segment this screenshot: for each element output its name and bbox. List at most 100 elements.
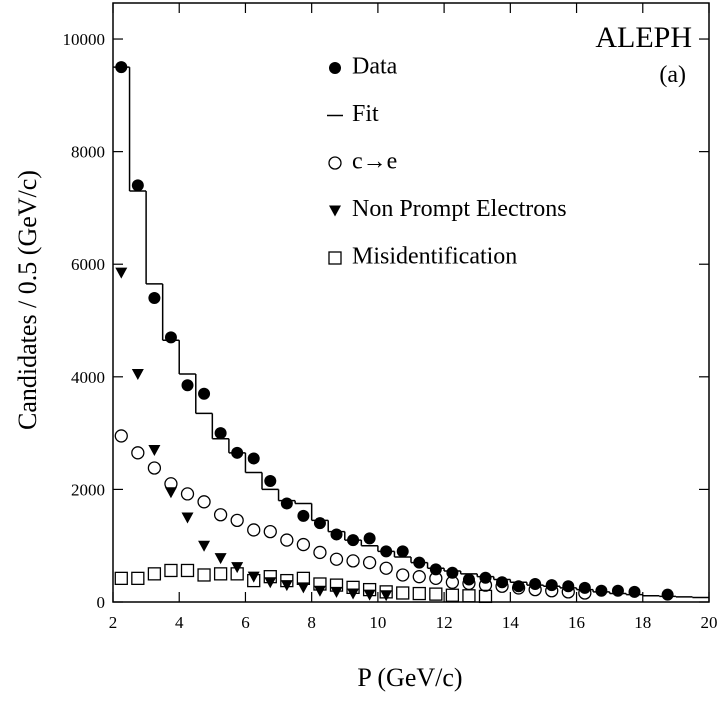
y-axis-label: Candidates / 0.5 (GeV/c): [13, 170, 42, 430]
data-point: [214, 553, 227, 565]
data-point: [330, 528, 343, 541]
y-tick-label: 8000: [71, 143, 105, 162]
data-point: [511, 581, 526, 595]
legend-label: Non Prompt Electrons: [352, 196, 567, 222]
x-axis-label: P (GeV/c): [357, 663, 462, 692]
data-point: [247, 523, 261, 537]
y-tick-label: 6000: [71, 255, 105, 274]
data-point: [661, 588, 674, 601]
data-point: [147, 567, 162, 581]
data-point: [479, 571, 492, 584]
data-point: [197, 495, 211, 509]
x-tick-label: 20: [701, 613, 718, 632]
x-tick-label: 8: [307, 613, 316, 632]
data-point: [263, 570, 277, 584]
data-point: [313, 577, 327, 591]
legend-marker: [328, 251, 342, 265]
legend-label: Fit: [352, 101, 379, 127]
data-point: [214, 427, 227, 440]
data-point: [578, 586, 592, 600]
data-point: [131, 179, 144, 192]
x-tick-label: 6: [241, 613, 250, 632]
data-point: [313, 545, 327, 560]
x-tick-label: 4: [175, 613, 184, 632]
data-point: [429, 571, 443, 586]
x-tick-label: 10: [369, 613, 386, 632]
data-point: [296, 537, 311, 552]
x-tick-label: 18: [634, 613, 651, 632]
data-point: [230, 513, 244, 528]
data-point: [180, 563, 195, 578]
data-point: [263, 524, 277, 539]
data-point: [164, 331, 177, 344]
data-point: [528, 582, 542, 597]
data-point: [495, 579, 509, 593]
data-point: [131, 446, 145, 460]
data-point: [346, 580, 360, 595]
data-point: [329, 552, 344, 566]
data-point: [362, 582, 377, 597]
y-tick-label: 4000: [71, 368, 105, 387]
data-point: [379, 561, 393, 575]
data-point: [181, 512, 194, 524]
data-point: [462, 589, 476, 603]
data-point: [198, 540, 211, 552]
data-point: [213, 508, 228, 522]
x-tick-label: 2: [109, 613, 118, 632]
data-point: [280, 573, 294, 588]
data-point: [247, 452, 260, 465]
data-point: [478, 589, 493, 604]
data-point: [147, 461, 162, 475]
data-point: [297, 509, 310, 522]
data-point: [180, 487, 195, 501]
data-point: [429, 563, 442, 576]
data-point: [578, 581, 591, 594]
data-point: [148, 291, 161, 304]
data-point: [247, 573, 261, 588]
data-point: [380, 590, 393, 602]
data-point: [595, 584, 608, 597]
data-point: [363, 532, 376, 545]
data-point: [396, 568, 410, 582]
data-point: [611, 584, 624, 597]
legend-marker: [328, 156, 342, 170]
data-point: [164, 563, 178, 578]
legend-marker: [329, 62, 341, 74]
data-point: [362, 555, 377, 570]
annotation: ALEPH: [595, 21, 692, 54]
data-point: [114, 429, 128, 443]
data-point: [181, 379, 194, 392]
data-point: [213, 567, 228, 581]
data-point: [280, 497, 293, 510]
y-tick-label: 2000: [71, 480, 105, 499]
x-tick-label: 12: [436, 613, 453, 632]
data-point: [197, 568, 211, 582]
data-point: [280, 580, 293, 592]
data-point: [297, 582, 310, 594]
data-point: [347, 588, 360, 600]
data-point: [115, 267, 128, 279]
annotation: (a): [659, 62, 686, 88]
data-point: [561, 585, 575, 599]
legend-label: c→e: [352, 149, 397, 175]
data-point: [412, 570, 426, 584]
data-point: [379, 585, 393, 599]
y-tick-label: 0: [97, 593, 106, 612]
legend-label: Data: [352, 54, 398, 80]
plot-frame: [112, 2, 710, 603]
data-point: [545, 584, 559, 598]
data-point: [346, 554, 360, 568]
data-point: [329, 578, 344, 592]
data-point: [164, 487, 177, 499]
data-point: [313, 517, 326, 530]
y-tick-label: 10000: [63, 30, 106, 49]
data-point: [280, 533, 294, 547]
data-point: [230, 567, 244, 581]
data-point: [429, 587, 443, 601]
data-point: [131, 368, 144, 380]
legend-label: Misidentification: [352, 244, 517, 270]
x-tick-label: 16: [568, 613, 585, 632]
x-tick-label: 14: [502, 613, 520, 632]
data-point: [330, 586, 343, 598]
data-point: [296, 571, 311, 586]
